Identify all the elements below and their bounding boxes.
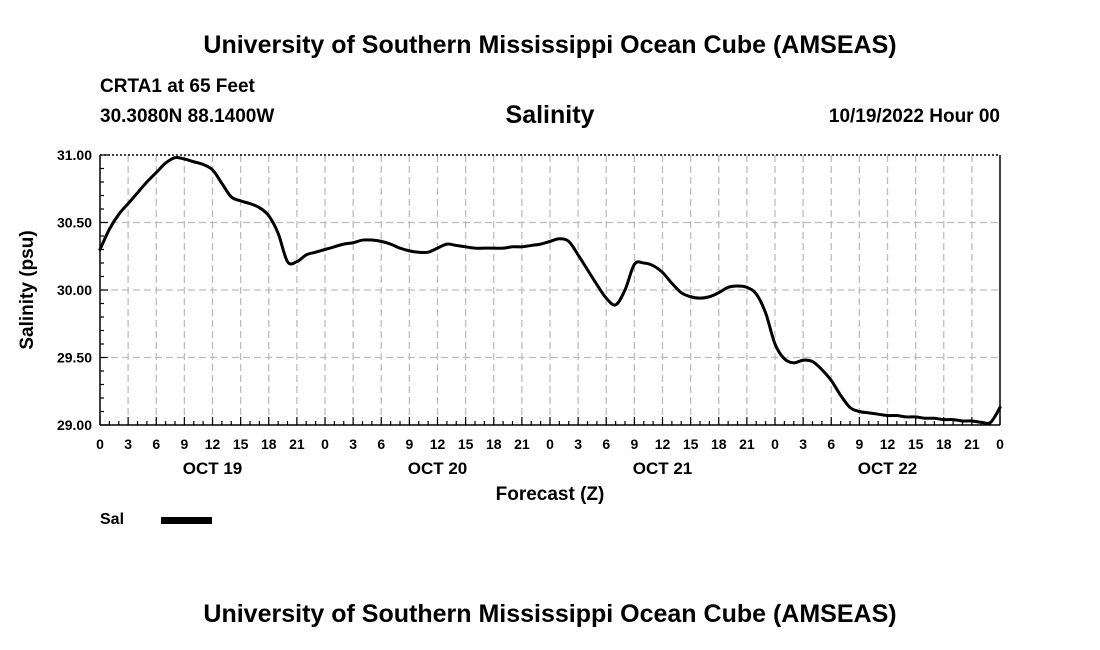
x-tick-label: 3 bbox=[574, 436, 582, 452]
x-tick-label: 3 bbox=[349, 436, 357, 452]
series-line-sal bbox=[98, 156, 1002, 425]
x-tick-label: 21 bbox=[289, 436, 305, 452]
x-tick-label: 12 bbox=[430, 436, 446, 452]
x-day-label: OCT 22 bbox=[858, 459, 918, 478]
x-tick-label: 12 bbox=[655, 436, 671, 452]
chart-title: Salinity bbox=[505, 101, 595, 129]
forecast-datetime: 10/19/2022 Hour 00 bbox=[828, 106, 1000, 127]
x-tick-label: 9 bbox=[855, 436, 863, 452]
x-tick-label: 21 bbox=[514, 436, 530, 452]
footer-title: University of Southern Mississippi Ocean… bbox=[203, 600, 897, 628]
x-tick-label: 0 bbox=[546, 436, 554, 452]
x-tick-label: 18 bbox=[486, 436, 502, 452]
x-tick-label: 6 bbox=[377, 436, 385, 452]
x-tick-label: 15 bbox=[683, 436, 699, 452]
chart-super-title: University of Southern Mississippi Ocean… bbox=[203, 31, 897, 59]
x-tick-label: 18 bbox=[711, 436, 727, 452]
x-tick-label: 9 bbox=[180, 436, 188, 452]
station-coordinates: 30.3080N 88.1400W bbox=[100, 106, 275, 127]
x-tick-label: 0 bbox=[771, 436, 779, 452]
x-day-label: OCT 21 bbox=[633, 459, 693, 478]
x-axis-title: Forecast (Z) bbox=[496, 484, 605, 505]
x-tick-label: 0 bbox=[321, 436, 329, 452]
x-tick-label: 12 bbox=[205, 436, 221, 452]
x-tick-label: 21 bbox=[739, 436, 755, 452]
tick-labels: 0 3 6 9 12 15 18 21 0 3 6 9 12 15 18 21 0 3 6 9 12 15 18 21 0 3 6 9… bbox=[57, 147, 1004, 478]
series-layer bbox=[98, 156, 1002, 425]
grid-lines bbox=[100, 155, 1000, 425]
y-tick-label: 29.50 bbox=[57, 350, 92, 366]
x-tick-label: 9 bbox=[405, 436, 413, 452]
y-tick-label: 30.00 bbox=[57, 282, 92, 298]
x-tick-label: 21 bbox=[964, 436, 980, 452]
x-tick-label: 9 bbox=[630, 436, 638, 452]
x-day-label: OCT 20 bbox=[408, 459, 468, 478]
x-tick-label: 18 bbox=[936, 436, 952, 452]
legend-label: Sal bbox=[100, 511, 125, 528]
y-tick-label: 30.50 bbox=[57, 215, 92, 231]
x-tick-label: 6 bbox=[602, 436, 610, 452]
y-tick-label: 29.00 bbox=[57, 417, 92, 433]
x-tick-label: 0 bbox=[996, 436, 1004, 452]
x-tick-label: 15 bbox=[458, 436, 474, 452]
x-tick-label: 15 bbox=[233, 436, 249, 452]
legend-swatch bbox=[161, 517, 212, 524]
x-tick-label: 3 bbox=[124, 436, 132, 452]
x-tick-label: 6 bbox=[152, 436, 160, 452]
axes bbox=[99, 154, 1001, 426]
x-tick-label: 15 bbox=[908, 436, 924, 452]
y-axis-title: Salinity (psu) bbox=[17, 230, 38, 349]
x-day-label: OCT 19 bbox=[183, 459, 243, 478]
x-tick-label: 6 bbox=[827, 436, 835, 452]
x-tick-label: 3 bbox=[799, 436, 807, 452]
x-tick-label: 18 bbox=[261, 436, 277, 452]
x-tick-label: 0 bbox=[96, 436, 104, 452]
y-tick-label: 31.00 bbox=[57, 147, 92, 163]
x-tick-label: 12 bbox=[880, 436, 896, 452]
station-label: CRTA1 at 65 Feet bbox=[100, 76, 255, 97]
